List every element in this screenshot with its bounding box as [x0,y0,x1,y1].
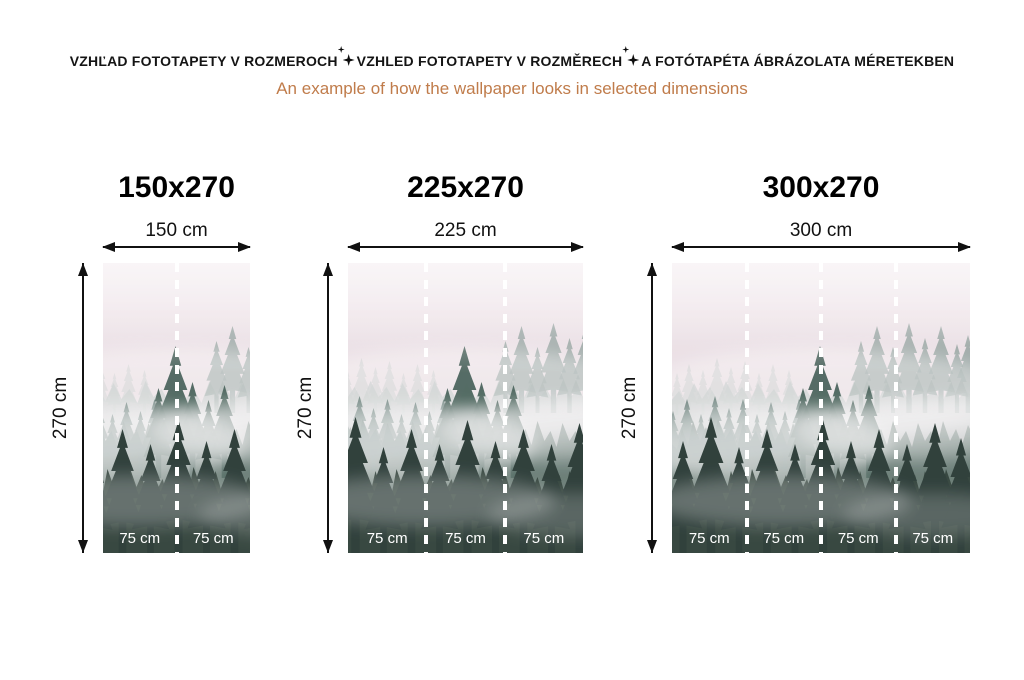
wallpaper-preview: 75 cm 75 cm [103,263,250,553]
panel-divider [893,263,898,553]
height-dimension-label: 270 cm [619,376,640,440]
sparkle-icon [622,46,640,67]
segment-width-label: 75 cm [912,530,954,547]
sparkle-icon [342,54,355,66]
panel-divider [174,263,179,553]
arrowhead-right-icon [238,242,251,252]
subtitle: An example of how the wallpaper looks in… [276,79,748,98]
height-arrow [78,263,88,553]
arrowhead-down-icon [647,540,657,553]
width-dimension-label: 150 cm [145,220,208,241]
panel-title: 225x270 [407,171,524,204]
panel-divider [424,263,429,553]
height-arrow [647,263,657,553]
arrowhead-left-icon [347,242,360,252]
panel-divider [502,263,507,553]
arrowhead-right-icon [958,242,971,252]
segment-width-label: 75 cm [366,530,408,547]
sparkle-icon [337,46,355,67]
segment-width-label: 75 cm [119,530,161,547]
wallpaper-preview: 75 cm 75 cm 75 cm 75 cm [672,263,970,553]
arrowhead-up-icon [323,263,333,276]
panel-title: 300x270 [762,171,880,204]
segment-width-label: 75 cm [192,530,234,547]
title-part-sk: VZHĽAD FOTOTAPETY V ROZMEROCH [69,53,338,69]
arrowhead-down-icon [78,540,88,553]
arrowhead-right-icon [571,242,584,252]
panel-title: 150x270 [118,171,235,204]
width-arrow [671,242,971,252]
sparkle-icon [337,46,345,53]
panel-divider [744,263,749,553]
multilang-title: VZHĽAD FOTOTAPETY V ROZMEROCH VZHLED FOTO… [0,46,1024,69]
segment-width-label: 75 cm [445,530,486,547]
segment-width-label: 75 cm [837,530,879,547]
segment-width-label: 75 cm [523,530,565,547]
wallpaper-preview: 75 cm 75 cm 75 cm [348,263,583,553]
segment-width-label: 75 cm [688,530,730,547]
panel-divider [819,263,823,553]
width-arrow [347,242,584,252]
title-part-hu: A FOTÓTAPÉTA ÁBRÁZOLATA MÉRETEKBEN [641,53,955,69]
width-dimension-label: 225 cm [434,220,497,241]
arrowhead-left-icon [671,242,684,252]
arrowhead-up-icon [78,263,88,276]
height-arrow [323,263,333,553]
sparkle-icon [622,46,630,53]
width-arrow [102,242,251,252]
arrowhead-up-icon [647,263,657,276]
width-dimension-label: 300 cm [789,220,853,241]
title-part-cz: VZHLED FOTOTAPETY V ROZMĚRECH [356,53,623,69]
height-dimension-label: 270 cm [295,376,316,440]
sparkle-icon [627,54,640,66]
forest-image [348,263,583,553]
segment-width-label: 75 cm [763,530,805,547]
arrowhead-down-icon [323,540,333,553]
height-dimension-label: 270 cm [50,376,71,440]
arrowhead-left-icon [102,242,115,252]
